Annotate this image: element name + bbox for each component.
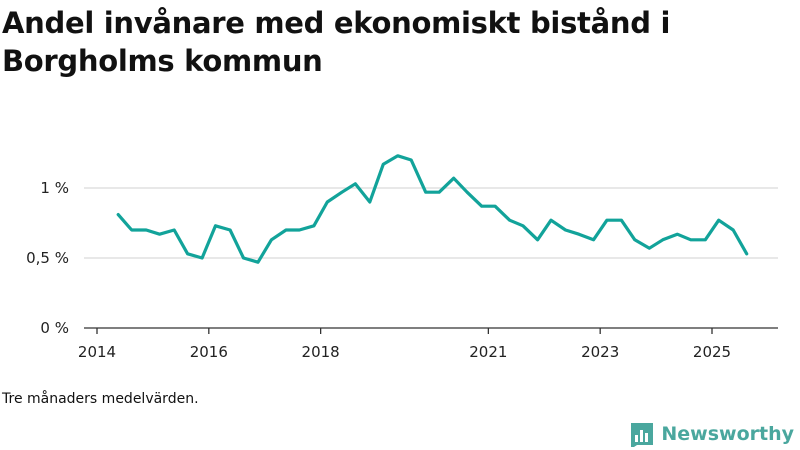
x-tick-label: 2025 (693, 343, 731, 361)
y-tick-label: 1 % (40, 179, 69, 197)
data-point (242, 256, 245, 260)
data-point (605, 219, 609, 222)
bar-chart-logo-icon (631, 423, 654, 447)
data-point (549, 219, 553, 222)
data-point (732, 228, 735, 232)
data-point (717, 219, 720, 222)
data-point (326, 200, 329, 204)
data-point (228, 228, 232, 232)
data-point (633, 238, 636, 241)
data-point (536, 238, 539, 241)
data-point (368, 200, 371, 204)
data-point (452, 177, 455, 180)
data-point (704, 238, 707, 241)
data-point (173, 228, 176, 232)
data-point (117, 213, 120, 216)
data-point (200, 256, 204, 260)
data-point (284, 228, 288, 232)
data-point (130, 228, 133, 232)
x-axis-ticks: 2014 2016 2018 2021 2023 2025 (78, 328, 731, 361)
data-point (214, 224, 217, 227)
data-point (312, 224, 316, 227)
data-point (298, 228, 301, 232)
data-point (465, 191, 469, 194)
data-point (592, 238, 595, 241)
data-point (186, 252, 189, 255)
y-tick-label: 0,5 % (26, 249, 69, 267)
x-tick-label: 2018 (302, 343, 340, 361)
data-point (676, 233, 679, 236)
x-tick-label: 2023 (581, 343, 619, 361)
footnote: Tre månaders medelvärden. (2, 391, 199, 407)
data-point (354, 182, 357, 185)
series-line (116, 154, 749, 264)
data-point (340, 191, 344, 194)
data-point (508, 219, 511, 222)
data-point (145, 228, 148, 232)
brand-name: Newsworthy (661, 423, 794, 445)
data-point (689, 238, 692, 241)
data-point (577, 233, 581, 236)
y-axis-ticks: 0 % 0,5 % 1 % (26, 179, 69, 337)
data-point (158, 233, 161, 236)
data-point (382, 163, 385, 166)
data-point (424, 191, 427, 194)
x-tick-label: 2014 (78, 343, 116, 361)
chart-title: Andel invånare med ekonomiskt bistånd i … (2, 6, 671, 78)
data-point (661, 238, 664, 241)
data-point (648, 247, 651, 250)
data-point (564, 228, 567, 232)
data-point (270, 238, 273, 241)
data-point (256, 261, 260, 264)
grid-lines (84, 187, 778, 259)
brand-logo: Newsworthy (629, 420, 794, 448)
data-point (396, 154, 399, 157)
data-point (745, 252, 748, 255)
data-point (410, 158, 413, 162)
data-point (480, 205, 483, 208)
data-point (521, 224, 525, 227)
x-tick-label: 2021 (469, 343, 507, 361)
x-tick-label: 2016 (190, 343, 228, 361)
data-point (493, 205, 497, 208)
y-tick-label: 0 % (40, 319, 69, 337)
data-point (620, 219, 623, 222)
data-point (438, 191, 441, 194)
series-layer (116, 154, 749, 264)
